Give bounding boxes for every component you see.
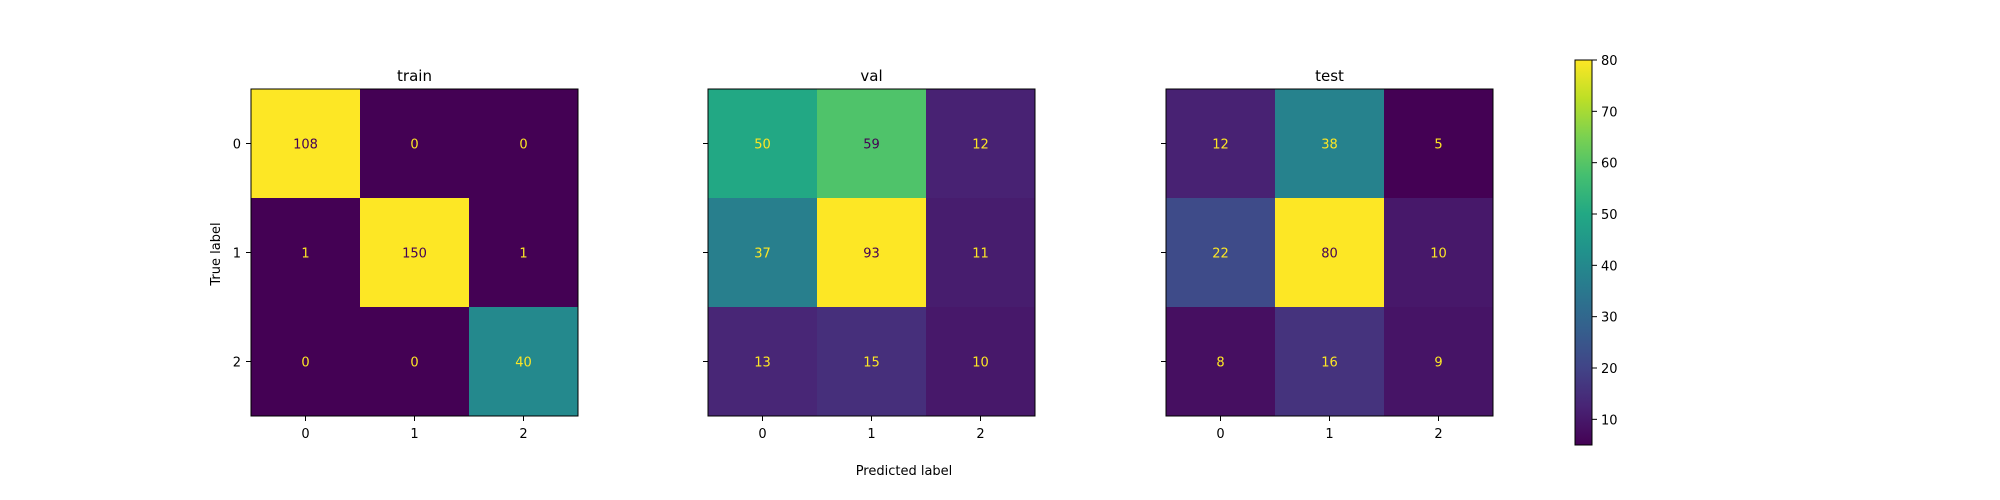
cell-value-label: 0	[410, 138, 418, 153]
heatmap-cell	[360, 307, 470, 417]
heatmap-cell	[926, 307, 1036, 417]
heatmap-cell	[817, 198, 927, 308]
x-tick-label: 0	[1216, 427, 1224, 442]
cell-value-label: 8	[1216, 356, 1224, 371]
heatmap-cell	[1166, 198, 1276, 308]
x-tick-label: 1	[410, 427, 418, 442]
heatmap-cell	[1384, 198, 1494, 308]
heatmap-cell	[1275, 89, 1385, 199]
cell-value-label: 0	[301, 356, 309, 371]
heatmap-cell	[360, 198, 470, 308]
heatmap-cell	[469, 307, 579, 417]
x-tick-label: 2	[519, 427, 527, 442]
heatmap-cell	[469, 198, 579, 308]
heatmap-cell	[1275, 307, 1385, 417]
colorbar-tick-label: 40	[1601, 259, 1618, 274]
heatmap-cell	[708, 307, 818, 417]
colorbar-gradient	[1575, 60, 1592, 445]
colorbar-tick-label: 20	[1601, 362, 1618, 377]
cell-value-label: 10	[1430, 247, 1447, 262]
cell-value-label: 40	[515, 356, 532, 371]
cell-value-label: 93	[863, 247, 880, 262]
cell-value-label: 12	[972, 138, 989, 153]
heatmap-cell	[1275, 198, 1385, 308]
heatmap-cell	[1166, 307, 1276, 417]
cell-value-label: 38	[1321, 138, 1338, 153]
colorbar-frame	[1574, 59, 1593, 446]
heatmap-cell	[360, 89, 470, 199]
cell-value-label: 0	[519, 138, 527, 153]
heatmap-cell	[708, 89, 818, 199]
colorbar-ticks: 10 20 30 40 50 60 70 80	[1592, 54, 1618, 428]
heatmap-cell	[817, 307, 927, 417]
heatmap-cell	[817, 89, 927, 199]
cell-value-label: 59	[863, 138, 880, 153]
heatmap-cell	[926, 89, 1036, 199]
heatmap-cell	[926, 198, 1036, 308]
heatmap-cell	[251, 198, 361, 308]
cell-value-label: 11	[972, 247, 989, 262]
heatmap-cell	[708, 198, 818, 308]
cell-value-label: 150	[402, 247, 427, 262]
heatmap-cell	[469, 89, 579, 199]
panel-title: val	[860, 67, 882, 85]
heatmap-cell	[251, 307, 361, 417]
cell-value-label: 0	[410, 356, 418, 371]
cell-value-label: 22	[1212, 247, 1229, 262]
colorbar-tick-label: 30	[1601, 311, 1618, 326]
x-tick-label: 0	[301, 427, 309, 442]
heatmap-cell	[1384, 307, 1494, 417]
x-tick-label: 0	[758, 427, 766, 442]
cell-value-label: 12	[1212, 138, 1229, 153]
y-axis-label: True label	[209, 222, 224, 286]
panel-title: train	[397, 67, 432, 85]
colorbar-tick-label: 70	[1601, 105, 1618, 120]
x-tick-label: 2	[1434, 427, 1442, 442]
heatmap-train: 108 0 0 1 150 1 0 0 40 train 0 1 2 0 1 2	[233, 67, 579, 442]
cell-value-label: 15	[863, 356, 880, 371]
cell-value-label: 80	[1321, 247, 1338, 262]
x-tick-label: 1	[1325, 427, 1333, 442]
cell-value-label: 10	[972, 356, 989, 371]
cell-value-label: 108	[293, 138, 318, 153]
cell-value-label: 13	[754, 356, 771, 371]
cell-value-label: 37	[754, 247, 771, 262]
x-axis-label: Predicted label	[856, 464, 953, 479]
y-tick-label: 2	[233, 356, 241, 371]
colorbar-tick-label: 10	[1601, 413, 1618, 428]
cell-value-label: 50	[754, 138, 771, 153]
panel-title: test	[1315, 67, 1344, 85]
colorbar-tick-label: 80	[1601, 54, 1618, 69]
cell-value-label: 5	[1434, 138, 1442, 153]
x-tick-label: 2	[976, 427, 984, 442]
cell-value-label: 1	[301, 247, 309, 262]
heatmap-cell	[1166, 89, 1276, 199]
cell-value-label: 9	[1434, 356, 1442, 371]
heatmap-cell	[251, 89, 361, 199]
heatmap-cell	[1384, 89, 1494, 199]
y-tick-label: 1	[233, 247, 241, 262]
cell-value-label: 1	[519, 247, 527, 262]
colorbar: 10 20 30 40 50 60 70 80	[1574, 54, 1618, 446]
colorbar-tick-label: 50	[1601, 208, 1618, 223]
y-tick-label: 0	[233, 138, 241, 153]
x-tick-label: 1	[867, 427, 875, 442]
colorbar-tick-label: 60	[1601, 157, 1618, 172]
cell-value-label: 16	[1321, 356, 1338, 371]
